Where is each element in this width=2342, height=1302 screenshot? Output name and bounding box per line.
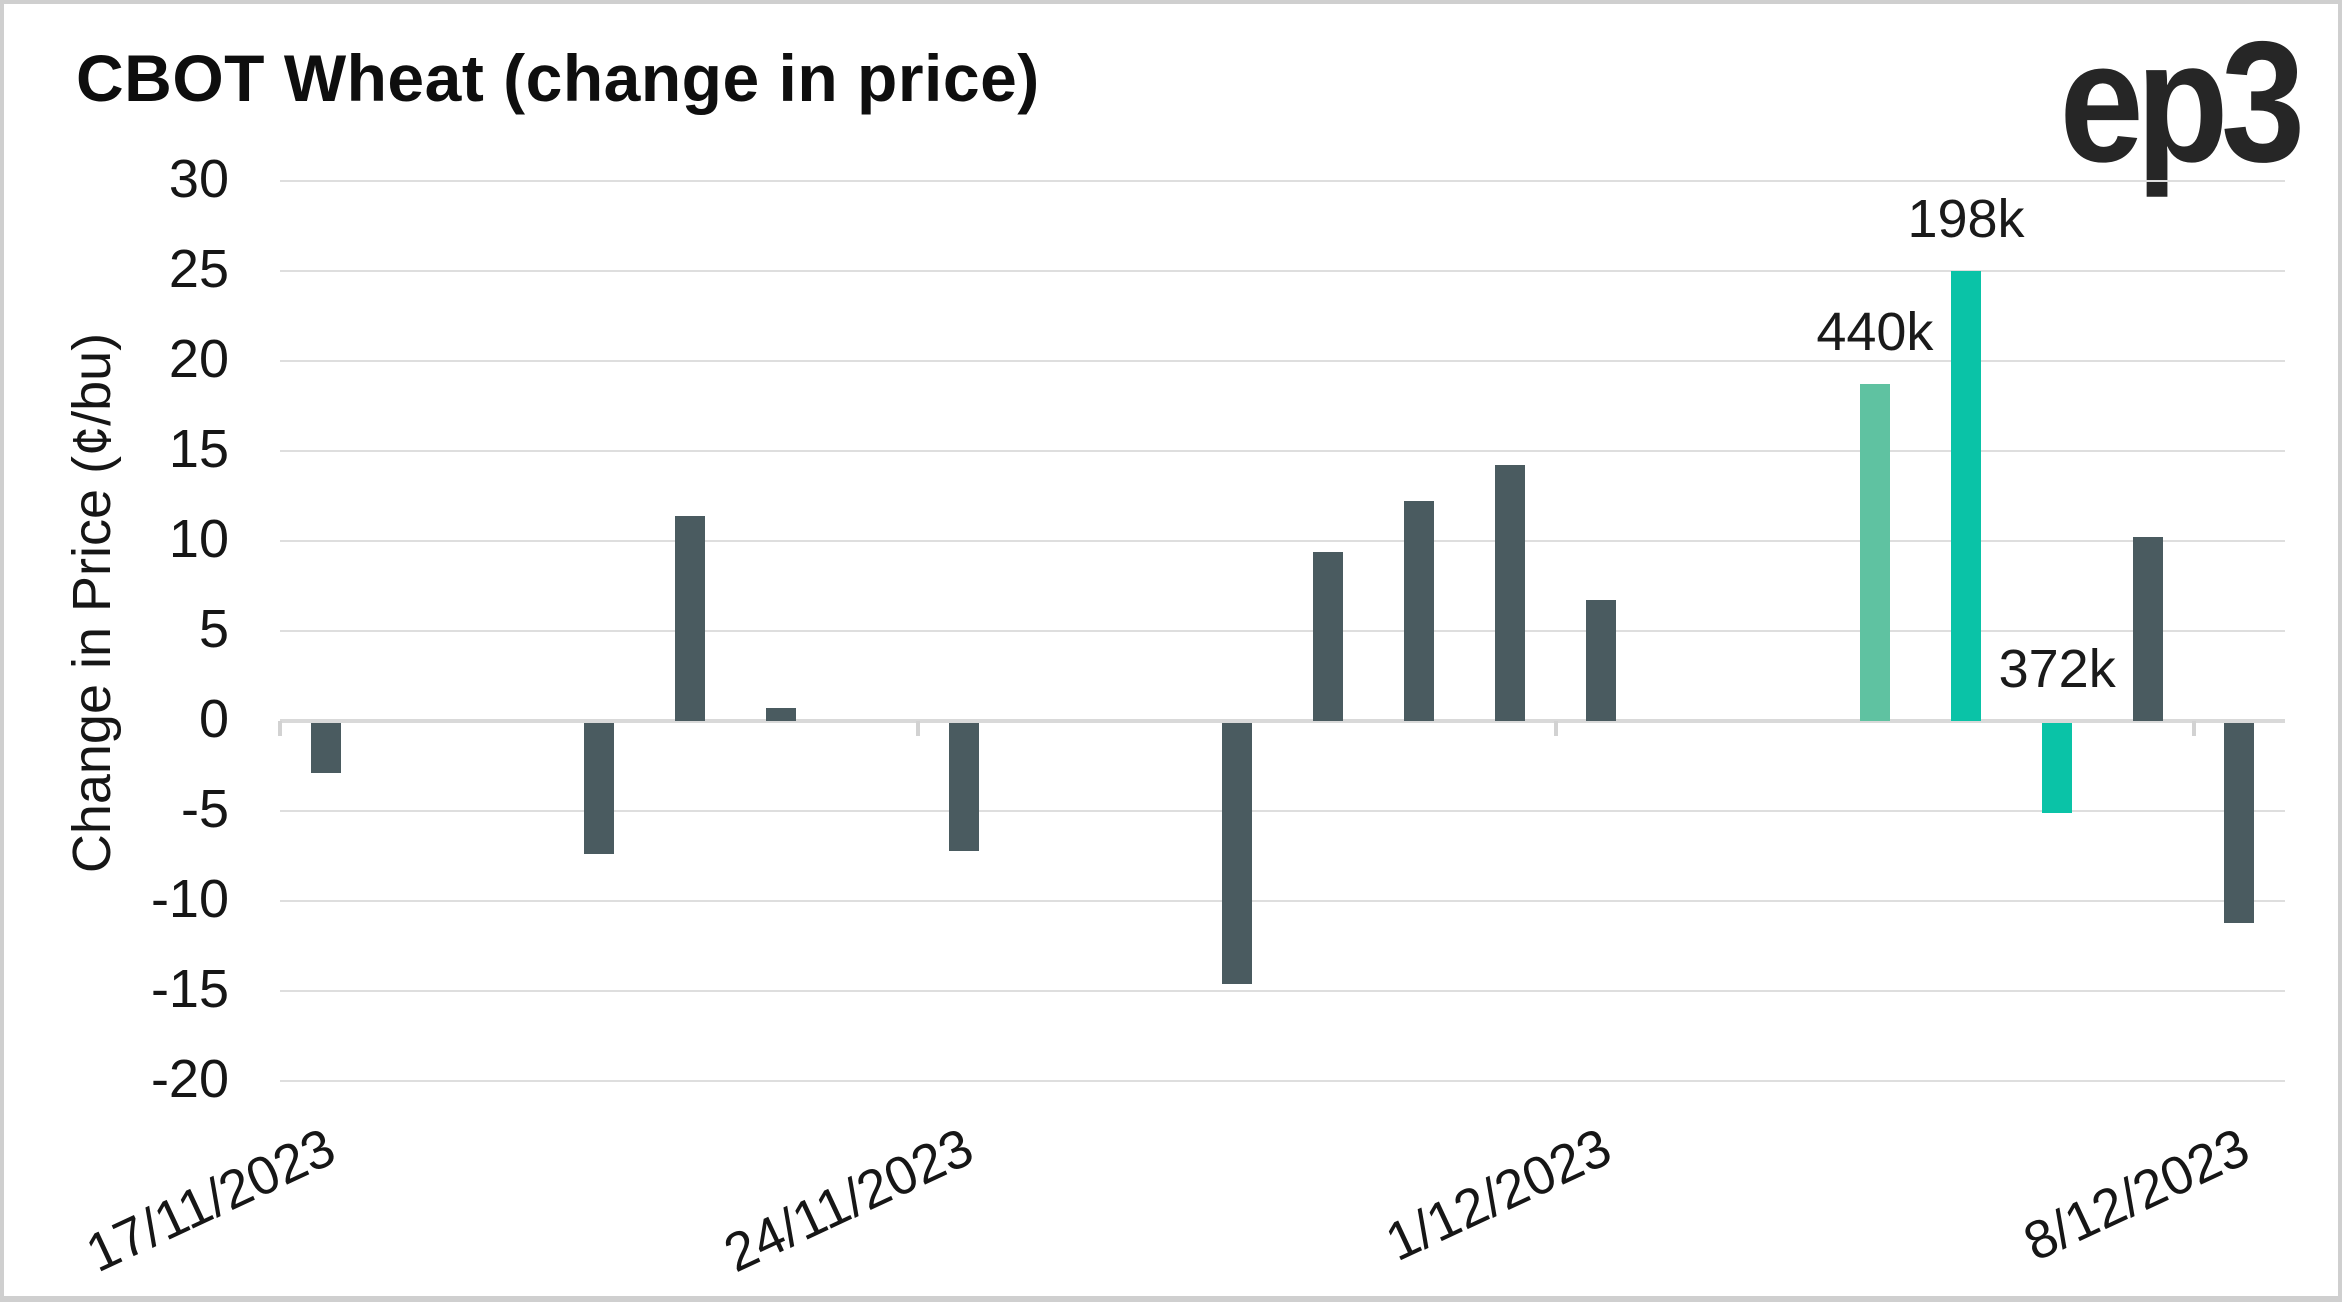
ep3-logo: ep3 xyxy=(2059,6,2306,198)
bar-27/11/2023 xyxy=(1221,723,1252,984)
y-tick-label--20: -20 xyxy=(150,1049,229,1109)
bar-8/12/2023 xyxy=(2224,723,2255,923)
bar-7/12/2023 xyxy=(2133,537,2164,721)
x-tick-mark-24/11/2023 xyxy=(915,721,920,736)
gridline-y-5 xyxy=(280,630,2285,632)
bar-5/12/2023 xyxy=(1951,271,1982,721)
bar-22/11/2023 xyxy=(766,708,797,721)
gridline-y-30 xyxy=(280,180,2285,182)
bar-17/11/2023 xyxy=(310,723,341,774)
bar-6/12/2023 xyxy=(2042,723,2073,813)
chart-title: CBOT Wheat (change in price) xyxy=(76,41,1040,115)
x-tick-label-24/11/2023: 24/11/2023 xyxy=(715,1116,982,1284)
y-tick-label-5: 5 xyxy=(198,599,229,659)
y-tick-label-15: 15 xyxy=(168,419,229,479)
bar-30/11/2023 xyxy=(1495,465,1526,721)
y-tick-label-20: 20 xyxy=(168,329,229,389)
bar-20/11/2023 xyxy=(583,723,614,855)
gridline-y--20 xyxy=(280,1080,2285,1082)
y-tick-label--10: -10 xyxy=(150,869,229,929)
y-tick-label-25: 25 xyxy=(168,239,229,299)
y-tick-label--5: -5 xyxy=(180,779,229,839)
gridline-y--5 xyxy=(280,810,2285,812)
bar-29/11/2023 xyxy=(1404,501,1435,721)
gridline-y-15 xyxy=(280,450,2285,452)
x-tick-mark-17/11/2023 xyxy=(278,721,282,736)
bar-annotation-372k: 372k xyxy=(1998,639,2116,699)
bar-annotation-440k: 440k xyxy=(1816,302,1934,363)
bar-28/11/2023 xyxy=(1313,551,1344,721)
x-tick-label-17/11/2023: 17/11/2023 xyxy=(77,1116,344,1284)
bar-24/11/2023 xyxy=(948,723,979,851)
gridline-y--15 xyxy=(280,990,2285,992)
y-tick-label-0: 0 xyxy=(198,689,229,749)
y-tick-label--15: -15 xyxy=(150,959,229,1019)
x-tick-label-8/12/2023: 8/12/2023 xyxy=(2014,1116,2258,1273)
y-tick-label-30: 30 xyxy=(168,149,229,209)
bar-4/12/2023 xyxy=(1859,384,1890,721)
y-tick-label-10: 10 xyxy=(168,509,229,569)
gridline-y-20 xyxy=(280,360,2285,362)
bar-annotation-198k: 198k xyxy=(1907,189,2025,249)
x-tick-label-1/12/2023: 1/12/2023 xyxy=(1376,1116,1620,1273)
bar-1/12/2023 xyxy=(1586,600,1617,721)
zero-axis-line xyxy=(280,719,2285,723)
gridline-y-25 xyxy=(280,270,2285,272)
gridline-y-10 xyxy=(280,540,2285,542)
bar-21/11/2023 xyxy=(675,515,706,721)
x-tick-mark-1/12/2023 xyxy=(1553,721,1558,736)
x-tick-mark-8/12/2023 xyxy=(2191,721,2196,736)
gridline-y--10 xyxy=(280,900,2285,902)
